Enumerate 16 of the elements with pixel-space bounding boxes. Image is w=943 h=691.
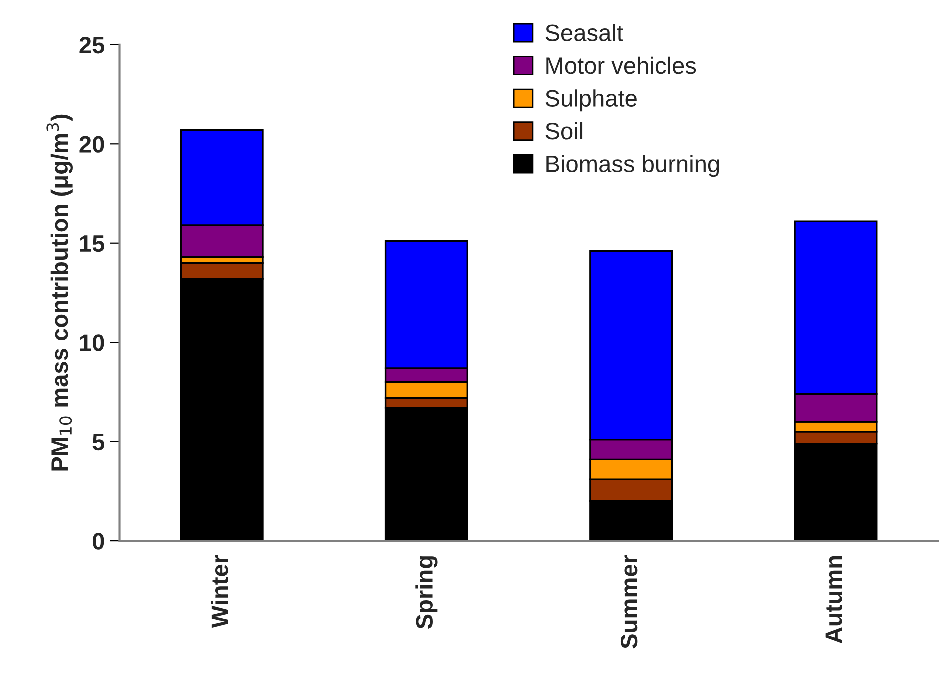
y-tick-label: 5 [92, 434, 105, 451]
y-axis-title: PM$_{10}$ mass contribution (μg/m$^{3}$) [46, 114, 73, 471]
x-tick-label: Autumn [826, 556, 842, 644]
legend-label: Motor vehicles [546, 56, 696, 74]
legend-label: Soil [546, 122, 583, 140]
legend-label: Sulphate [546, 90, 637, 112]
y-tick-label: 10 [80, 334, 104, 352]
y-tick-label: 20 [80, 136, 104, 153]
y-tick-label: 25 [80, 36, 105, 54]
legend-label: Biomass burning [546, 155, 720, 178]
x-tick-label: Spring [416, 556, 438, 630]
y-tick-label: 15 [80, 236, 105, 252]
x-tick-label: Winter [211, 555, 228, 628]
y-tick-label: 0 [92, 533, 104, 550]
x-tick-label: Summer [620, 555, 638, 649]
legend-label: Seasalt [546, 24, 624, 42]
